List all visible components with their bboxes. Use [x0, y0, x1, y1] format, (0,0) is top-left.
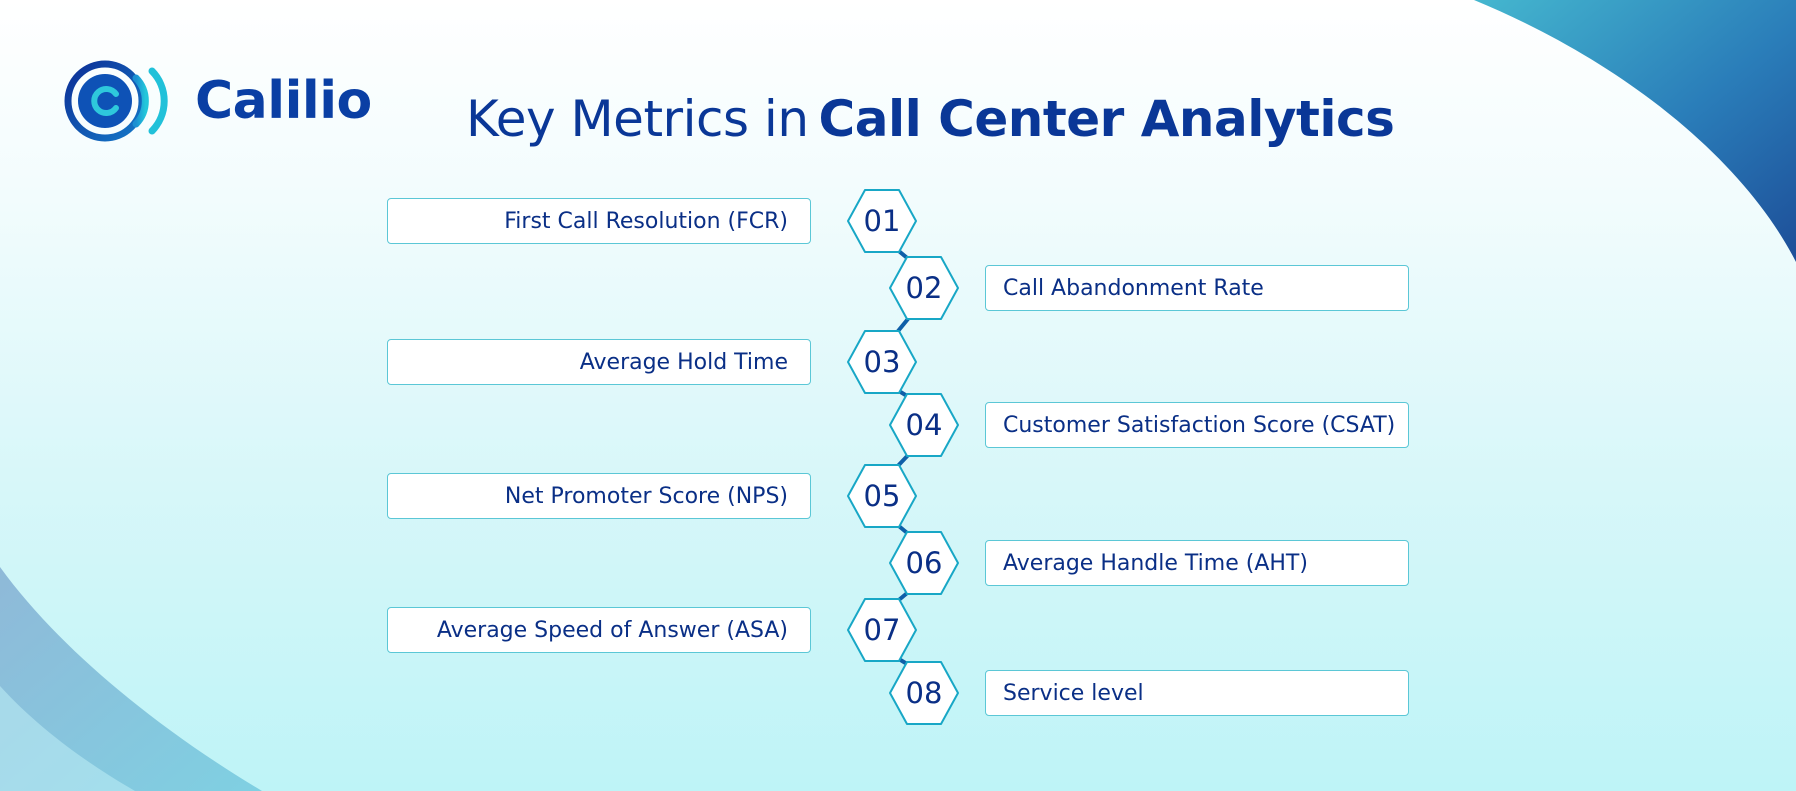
metric-number: 01 — [863, 204, 901, 238]
metric-hexagon: 04 — [888, 392, 960, 458]
title-regular: Key Metrics in — [466, 90, 809, 148]
hexagon-shape — [847, 330, 917, 394]
page-title: Key Metrics in Call Center Analytics — [466, 90, 1395, 148]
hexagon-shape — [847, 189, 917, 253]
hexagon-shape — [889, 531, 959, 595]
metric-label: Net Promoter Score (NPS) — [387, 473, 811, 519]
metric-number: 02 — [905, 271, 943, 305]
metric-hexagon: 08 — [888, 660, 960, 726]
metric-label: Service level — [985, 670, 1409, 716]
metric-label: Customer Satisfaction Score (CSAT) — [985, 402, 1409, 448]
metric-number: 04 — [905, 408, 943, 442]
hexagon-shape — [889, 256, 959, 320]
hexagon-shape — [847, 598, 917, 662]
calilio-logo: Calilio — [58, 54, 372, 148]
metric-label: First Call Resolution (FCR) — [387, 198, 811, 244]
metric-label: Average Speed of Answer (ASA) — [387, 607, 811, 653]
metric-number: 08 — [905, 676, 943, 710]
metric-number: 06 — [905, 546, 943, 580]
hexagon-shape — [847, 464, 917, 528]
metric-label: Average Hold Time — [387, 339, 811, 385]
metric-hexagon: 07 — [846, 597, 918, 663]
logo-mark-icon — [64, 60, 168, 142]
metric-label: Average Handle Time (AHT) — [985, 540, 1409, 586]
metric-number: 03 — [863, 345, 901, 379]
hexagon-shape — [889, 393, 959, 457]
hexagon-shape — [889, 661, 959, 725]
metric-hexagon: 02 — [888, 255, 960, 321]
metric-hexagon: 05 — [846, 463, 918, 529]
metric-number: 07 — [863, 613, 901, 647]
metric-label: Call Abandonment Rate — [985, 265, 1409, 311]
brand-name: Calilio — [195, 71, 372, 131]
metric-hexagon: 06 — [888, 530, 960, 596]
bottom-left-inner-swoosh — [0, 686, 135, 791]
top-right-swoosh — [1474, 0, 1796, 262]
title-bold: Call Center Analytics — [818, 90, 1395, 148]
bottom-left-swoosh — [0, 567, 262, 791]
metric-hexagon: 01 — [846, 188, 918, 254]
metric-number: 05 — [863, 479, 901, 513]
metric-hexagon: 03 — [846, 329, 918, 395]
